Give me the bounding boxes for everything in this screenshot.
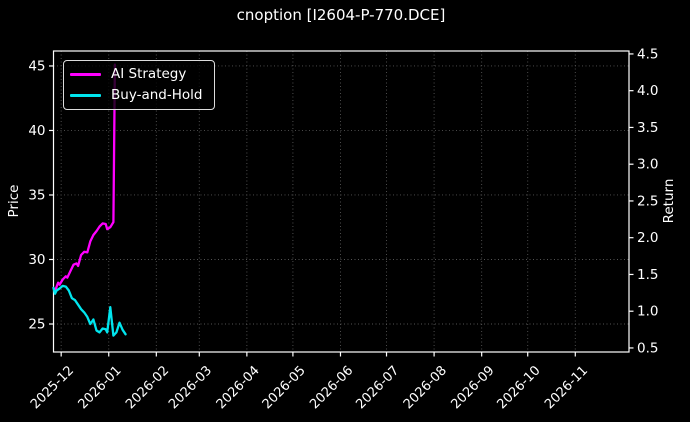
legend: AI Strategy Buy-and-Hold (63, 60, 216, 110)
y-tick-label-right: 0.5 (637, 340, 658, 356)
y-tick-label-right: 3.0 (637, 157, 658, 173)
x-tick-label: 2026-06 (307, 363, 356, 412)
buy-and-hold-line (52, 284, 127, 337)
x-tick-label: 2026-07 (353, 363, 402, 412)
ai-strategy-line-swatch (70, 72, 101, 77)
x-tick-label: 2025-12 (28, 363, 77, 412)
y-tick-label-left: 30 (28, 252, 45, 268)
y-tick-label-left: 45 (28, 58, 45, 74)
y-tick-label-left: 25 (28, 317, 45, 333)
x-tick-label: 2026-10 (495, 363, 544, 412)
x-tick-label: 2026-03 (166, 363, 215, 412)
y-tick-label-right: 2.5 (637, 193, 658, 209)
x-tick-label: 2026-04 (214, 363, 263, 412)
y-tick-label-right: 2.0 (637, 230, 658, 246)
left-axis-label: Price (6, 184, 22, 218)
y-tick-label-left: 40 (28, 123, 45, 139)
legend-item-buy-and-hold: Buy-and-Hold (70, 86, 202, 105)
right-axis-label: Return (661, 178, 677, 224)
ai-strategy-line (52, 63, 117, 293)
x-tick-label: 2026-09 (448, 363, 497, 412)
legend-label-buy-and-hold: Buy-and-Hold (111, 86, 203, 103)
x-tick-label: 2026-02 (123, 363, 172, 412)
y-tick-label-right: 3.5 (637, 120, 658, 136)
legend-label-ai-strategy: AI Strategy (111, 65, 187, 82)
y-tick-label-right: 4.0 (637, 83, 658, 99)
y-tick-label-right: 1.5 (637, 267, 658, 283)
x-tick-label: 2026-11 (542, 363, 591, 412)
x-tick-label: 2026-08 (401, 363, 450, 412)
y-tick-label-left: 35 (28, 187, 45, 203)
chart-title: cnoption [I2604-P-770.DCE] (236, 6, 446, 24)
y-tick-label-right: 1.0 (637, 304, 658, 320)
x-tick-label: 2026-01 (76, 363, 125, 412)
legend-item-ai-strategy: AI Strategy (70, 65, 202, 84)
buy-and-hold-line-swatch (70, 93, 101, 98)
x-tick-label: 2026-05 (260, 363, 309, 412)
y-tick-label-right: 4.5 (637, 46, 658, 62)
